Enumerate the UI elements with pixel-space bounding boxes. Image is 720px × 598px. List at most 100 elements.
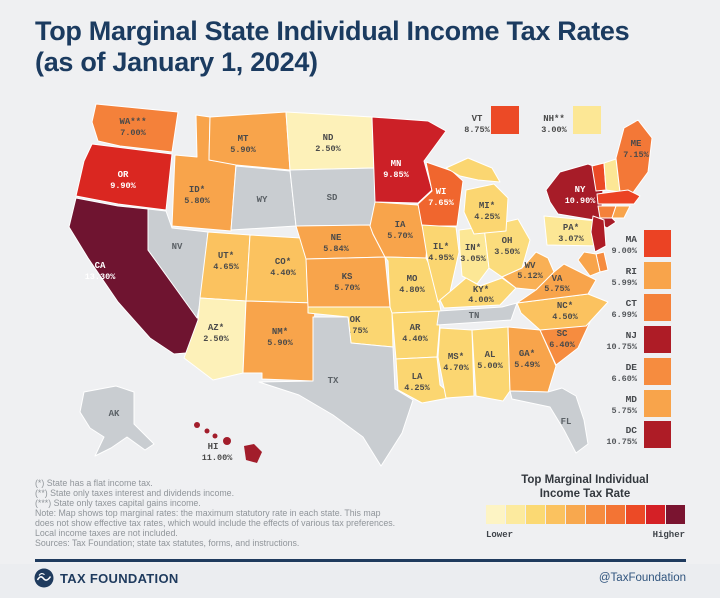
state-wi-abbr: WI <box>436 187 447 197</box>
east-column: MA 9.00% RI 5.99% CT 6.99% NJ 10.75% DE … <box>606 230 671 448</box>
state-ia-rate: 5.70% <box>387 231 413 241</box>
east-nj-abbr: NJ <box>626 330 637 341</box>
state-me-abbr: ME <box>631 139 642 149</box>
state-ar-rate: 4.40% <box>402 334 428 344</box>
east-ma-abbr: MA <box>626 234 638 245</box>
state-ri-shape <box>611 205 631 219</box>
east-ct-rate: 6.99% <box>611 310 637 320</box>
state-va-rate: 5.75% <box>544 284 570 294</box>
state-al-abbr: AL <box>485 350 496 360</box>
state-ky-abbr: KY* <box>473 285 489 295</box>
state-md-shape <box>577 251 601 277</box>
footer-divider-line <box>35 559 686 562</box>
state-oh-abbr: OH <box>502 236 513 246</box>
footer-brand-text: TAX FOUNDATION <box>60 571 179 586</box>
state-fl: FL <box>509 387 589 454</box>
state-hi-island-1 <box>194 422 200 428</box>
east-ri-rate: 5.99% <box>611 278 637 288</box>
state-me-rate: 7.15% <box>623 150 649 160</box>
state-sd-abbr: SD <box>327 193 338 203</box>
legend-title-line1: Top Marginal Individual <box>521 474 649 486</box>
state-ma-shape <box>596 189 641 205</box>
state-in-abbr: IN* <box>465 243 481 253</box>
east-ri: RI 5.99% <box>611 262 671 289</box>
state-ga-shape <box>507 326 557 393</box>
state-nm-abbr: NM* <box>272 327 288 337</box>
footnote-flat-tax: (*) State has a flat income tax. <box>35 478 153 488</box>
state-oh-rate: 3.50% <box>494 247 520 257</box>
footnote-capital-gains: (***) State only taxes capital gains inc… <box>35 498 201 508</box>
state-pa-rate: 3.07% <box>558 234 584 244</box>
state-tn: TN <box>436 302 518 326</box>
state-ne: NE 5.84% <box>295 224 386 260</box>
state-il-rate: 4.95% <box>428 253 454 263</box>
state-nm-rate: 5.90% <box>267 338 293 348</box>
state-mt-rate: 5.90% <box>230 145 256 155</box>
state-ky: KY* 4.00% <box>439 277 517 309</box>
legend-swatch-9 <box>646 505 665 524</box>
tax-foundation-logo-icon <box>34 568 54 588</box>
state-mo-rate: 4.80% <box>399 285 425 295</box>
state-hi-island-4 <box>223 437 231 445</box>
state-ms-abbr: MS* <box>448 352 464 362</box>
east-ct: CT 6.99% <box>611 294 671 321</box>
east-ct-swatch <box>644 294 671 321</box>
east-de-abbr: DE <box>626 362 638 373</box>
state-pa-abbr: PA* <box>563 223 579 233</box>
state-mi-upper-shape <box>445 157 501 183</box>
legend-swatch-6 <box>586 505 605 524</box>
state-id-rate: 5.80% <box>184 196 210 206</box>
state-tn-shape <box>436 302 518 326</box>
state-wy-abbr: WY <box>257 195 268 205</box>
footnote-sources: Sources: Tax Foundation; state tax statu… <box>35 538 300 548</box>
state-ms: MS* 4.70% <box>437 327 475 399</box>
state-il-abbr: IL* <box>433 242 449 252</box>
page-title: Top Marginal State Individual Income Tax… <box>35 16 675 77</box>
inset-nh: NH** 3.00% <box>541 106 601 135</box>
east-ri-swatch <box>644 262 671 289</box>
footer-twitter-handle[interactable]: @TaxFoundation <box>598 572 686 584</box>
state-ok-abbr: OK <box>350 315 361 325</box>
state-mt: MT 5.90% <box>208 111 291 171</box>
state-mn-rate: 9.85% <box>383 170 409 180</box>
state-al: AL 5.00% <box>471 326 511 402</box>
east-nj: NJ 10.75% <box>606 326 671 353</box>
state-ny-abbr: NY <box>575 185 586 195</box>
east-md-rate: 5.75% <box>611 406 637 416</box>
legend-swatch-10 <box>666 505 685 524</box>
east-nj-rate: 10.75% <box>606 342 638 352</box>
state-fl-abbr: FL <box>561 417 572 427</box>
east-dc-swatch <box>644 421 671 448</box>
page-title-line1: Top Marginal State Individual Income Tax… <box>35 16 630 46</box>
state-ga-rate: 5.49% <box>514 360 540 370</box>
state-ia-abbr: IA <box>395 220 406 230</box>
inset-vt: VT 8.75% <box>464 106 519 135</box>
east-de: DE 6.60% <box>611 358 671 385</box>
legend-swatch-7 <box>606 505 625 524</box>
footnotes: (*) State has a flat income tax. (**) St… <box>35 478 395 548</box>
state-va-abbr: VA <box>552 274 563 284</box>
state-nd-abbr: ND <box>323 133 334 143</box>
state-ky-shape <box>439 277 517 309</box>
state-nv-abbr: NV <box>172 242 183 252</box>
inset-nh-abbr: NH** <box>543 114 565 124</box>
state-wa-abbr: WA*** <box>119 117 146 127</box>
state-ks-rate: 5.70% <box>334 283 360 293</box>
inset-vt-rate: 8.75% <box>464 125 490 135</box>
east-de-rate: 6.60% <box>611 374 637 384</box>
state-or-rate: 9.90% <box>110 181 136 191</box>
state-tx: TX <box>258 316 414 467</box>
legend-title-line2: Income Tax Rate <box>540 488 631 500</box>
inset-vt-abbr: VT <box>472 114 483 124</box>
east-dc: DC 10.75% <box>606 421 671 448</box>
footnote-note-line1: Note: Map shows top marginal rates: the … <box>35 508 381 518</box>
state-sd: SD <box>289 167 379 227</box>
state-mo-abbr: MO <box>407 274 418 284</box>
state-sc-abbr: SC <box>557 329 568 339</box>
footnote-note-line2: does not show effective tax rates, which… <box>35 518 396 528</box>
legend-swatch-2 <box>506 505 525 524</box>
state-nc-abbr: NC* <box>557 301 573 311</box>
state-ny-rate: 10.90% <box>565 196 597 206</box>
state-mt-shape <box>208 111 291 171</box>
